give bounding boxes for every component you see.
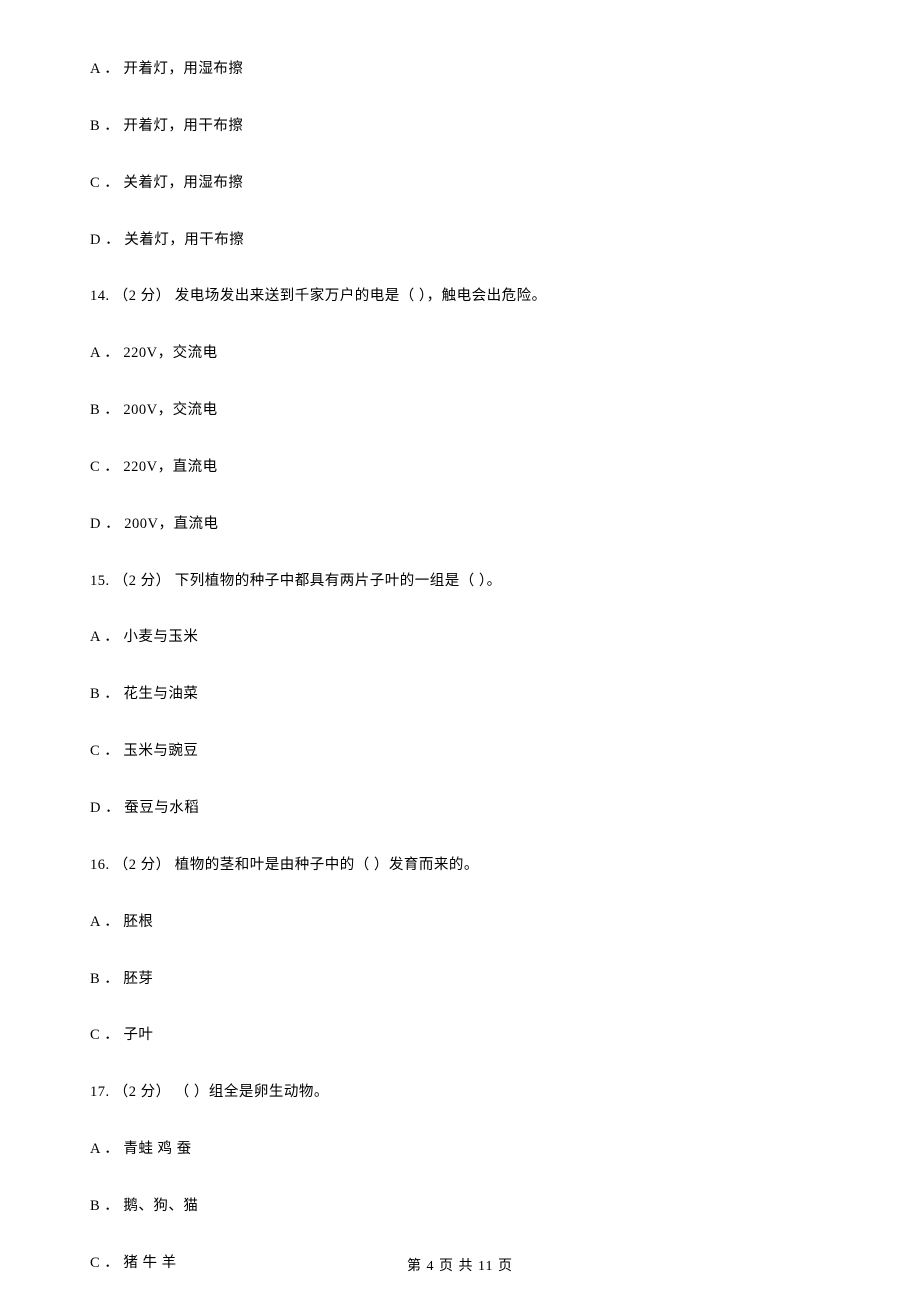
q13-option-c: C ． 关着灯，用湿布擦 (90, 174, 830, 193)
q16-stem: 16. （2 分） 植物的茎和叶是由种子中的（ ）发育而来的。 (90, 856, 830, 875)
q16-option-a: A ． 胚根 (90, 913, 830, 932)
q13-option-a: A ． 开着灯，用湿布擦 (90, 60, 830, 79)
q17-stem: 17. （2 分） （ ）组全是卵生动物。 (90, 1083, 830, 1102)
q14-stem: 14. （2 分） 发电场发出来送到千家万户的电是（ ），触电会出危险。 (90, 287, 830, 306)
q15-stem: 15. （2 分） 下列植物的种子中都具有两片子叶的一组是（ ）。 (90, 572, 830, 591)
page-footer: 第 4 页 共 11 页 (0, 1258, 920, 1276)
q15-option-a: A ． 小麦与玉米 (90, 628, 830, 647)
q14-option-b: B ． 200V，交流电 (90, 401, 830, 420)
exam-page: A ． 开着灯，用湿布擦 B ． 开着灯，用干布擦 C ． 关着灯，用湿布擦 D… (0, 0, 920, 1302)
q14-option-c: C ． 220V，直流电 (90, 458, 830, 477)
q15-option-b: B ． 花生与油菜 (90, 685, 830, 704)
q14-option-a: A ． 220V，交流电 (90, 344, 830, 363)
q15-option-c: C ． 玉米与豌豆 (90, 742, 830, 761)
q17-option-a: A ． 青蛙 鸡 蚕 (90, 1140, 830, 1159)
q15-option-d: D ． 蚕豆与水稻 (90, 799, 830, 818)
q14-option-d: D ． 200V，直流电 (90, 515, 830, 534)
q16-option-b: B ． 胚芽 (90, 970, 830, 989)
q17-option-b: B ． 鹅、狗、猫 (90, 1197, 830, 1216)
q13-option-b: B ． 开着灯，用干布擦 (90, 117, 830, 136)
q16-option-c: C ． 子叶 (90, 1026, 830, 1045)
q13-option-d: D ． 关着灯，用干布擦 (90, 231, 830, 250)
